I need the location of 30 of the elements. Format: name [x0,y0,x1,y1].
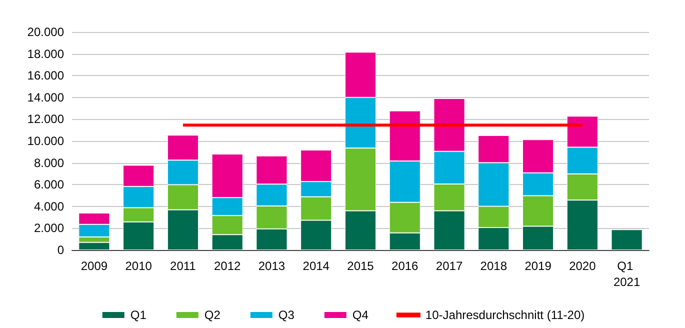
y-tick-label: 8.000 [34,156,64,170]
x-tick-label: 2009 [80,259,108,273]
x-tick-label: Q1 2021 [613,259,640,289]
legend-label: 10-Jahresdurchschnitt (11-20) [425,308,585,322]
x-tick-label: 2019 [524,259,552,273]
y-tick-label: 2.000 [34,221,64,236]
x-tick-label: 2010 [125,259,152,273]
x-tick-label: 2014 [302,259,330,273]
x-tick-label: 2011 [170,259,196,273]
y-tick-label: 12.000 [27,112,64,126]
legend-label: Q2 [204,308,221,322]
x-tick-label: 2016 [392,259,419,273]
y-tick-label: 6.000 [34,178,64,192]
bar [611,230,642,250]
legend-label: Q3 [278,308,295,322]
y-tick-label: 10.000 [27,134,64,148]
x-tick-label: 2018 [480,259,508,273]
y-tick-label: 4.000 [34,199,64,214]
y-tick-label: 20.000 [27,25,64,39]
x-tick-label: 2017 [436,259,463,273]
y-tick-label: 16.000 [27,68,64,83]
x-tick-label: 2020 [569,259,596,273]
x-tick-label: 2013 [258,259,286,273]
y-tick-label: 14.000 [27,90,64,104]
x-tick-label: 2012 [214,259,242,273]
y-tick-label: 0 [57,243,64,257]
legend-label: Q1 [130,308,147,322]
y-tick-label: 18.000 [27,46,64,61]
legend-label: Q4 [352,308,369,322]
x-tick-label: 2015 [347,259,374,273]
